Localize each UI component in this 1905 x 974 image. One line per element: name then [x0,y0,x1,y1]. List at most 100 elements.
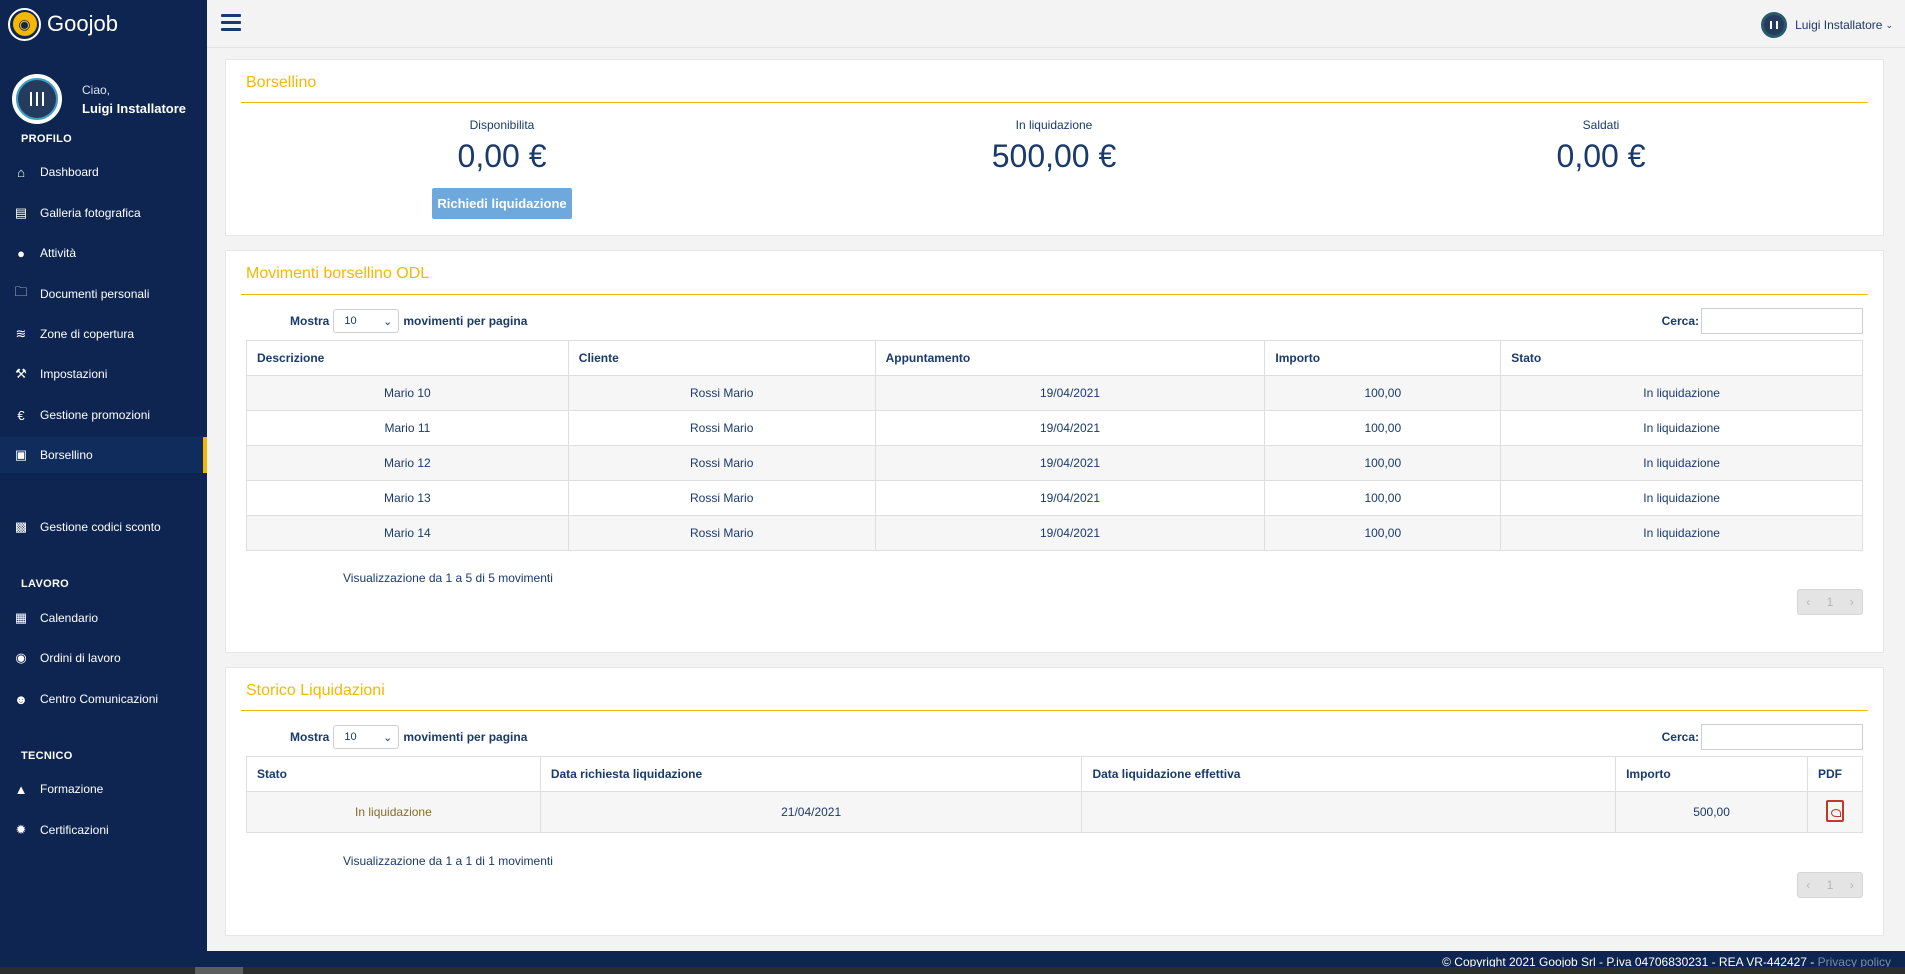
sidebar-item-attivita[interactable]: ● Attività [0,235,207,271]
sidebar-item-codici-sconto[interactable]: ▩ Gestione codici sconto [0,509,207,545]
sidebar-item-zone[interactable]: ≋ Zone di copertura [0,316,207,352]
sidebar-item-label: Formazione [40,782,104,796]
movimenti-panel: Movimenti borsellino ODL Mostra 10 ⌄ mov… [225,250,1884,653]
sidebar-item-documenti[interactable]: 🗀 Documenti personali [0,276,207,312]
table-info: Visualizzazione da 1 a 5 di 5 movimenti [343,571,553,585]
column-header[interactable]: Stato [246,756,541,792]
hamburger-menu-icon[interactable] [221,14,241,31]
stat-value: 0,00 € [457,138,547,174]
money-icon: ▩ [14,519,28,534]
brand-name: Goojob [47,11,118,36]
cell-descrizione: Mario 10 [246,375,569,411]
stat-label: Disponibilita [469,118,535,132]
cell-data-richiesta: 21/04/2021 [539,791,1083,833]
stat-saldati: Saldati 0,00 € [1451,118,1751,175]
taskbar-tab[interactable] [195,967,243,974]
column-header[interactable]: Importo [1264,340,1502,376]
sidebar-item-dashboard[interactable]: ⌂ Dashboard [0,154,207,190]
cell-cliente: Rossi Mario [567,515,876,551]
richiedi-liquidazione-button[interactable]: Richiedi liquidazione [432,188,572,219]
graduation-cap-icon: ▲ [14,781,28,797]
sidebar-item-impostazioni[interactable]: ⚒ Impostazioni [0,356,207,392]
sidebar-item-ordini[interactable]: ◉ Ordini di lavoro [0,640,207,676]
taskbar-strip [0,967,1905,974]
search-input[interactable] [1701,308,1863,334]
sidebar-item-promozioni[interactable]: € Gestione promozioni [0,397,207,433]
chevron-right-icon[interactable]: › [1849,595,1854,609]
page-number[interactable]: 1 [1826,878,1834,892]
sidebar-item-label: Centro Comunicazioni [40,692,159,706]
column-header[interactable]: Appuntamento [874,340,1266,376]
cell-descrizione: Mario 12 [246,445,569,481]
chevron-left-icon[interactable]: ‹ [1806,878,1811,892]
chevron-down-icon: ⌄ [383,315,393,328]
cell-importo: 100,00 [1264,375,1502,411]
sidebar-item-label: Zone di copertura [40,327,135,341]
chevron-down-icon: ⌄ [1885,19,1893,30]
sidebar-item-calendario[interactable]: ▦ Calendario [0,600,207,636]
column-header[interactable]: Data richiesta liquidazione [539,756,1083,792]
user-name: Luigi Installatore [82,100,187,116]
table-row[interactable]: In liquidazione 21/04/2021 500,00 [246,791,1864,833]
privacy-policy-link[interactable]: Privacy policy [1817,955,1891,969]
table-info: Visualizzazione da 1 a 1 di 1 movimenti [343,854,553,868]
sidebar-item-label: Attività [40,246,77,260]
storico-table: Stato Data richiesta liquidazione Data l… [246,756,1864,833]
table-row[interactable]: Mario 11 Rossi Mario 19/04/2021 100,00 I… [246,410,1863,446]
per-page-value: 10 [344,731,357,743]
sidebar-item-certificazioni[interactable]: ✹ Certificazioni [0,812,207,848]
sidebar-item-comunicazioni[interactable]: ☻ Centro Comunicazioni [0,681,207,717]
stat-label: In liquidazione [1015,118,1093,132]
sidebar-item-label: Documenti personali [40,287,150,301]
table-row[interactable]: Mario 10 Rossi Mario 19/04/2021 100,00 I… [246,375,1863,411]
storico-panel: Storico Liquidazioni Mostra 10 ⌄ movimen… [225,667,1884,936]
wallet-title: Borsellino [246,74,317,91]
column-header[interactable]: Stato [1500,340,1863,376]
wallet-panel: Borsellino Disponibilita 0,00 € Richiedi… [225,59,1884,236]
wifi-icon: ≋ [15,326,27,341]
goojob-logo-icon: ◉ [8,7,41,41]
pdf-icon[interactable] [1825,799,1844,822]
cell-stato: In liquidazione [1500,515,1863,551]
table-row[interactable]: Mario 13 Rossi Mario 19/04/2021 100,00 I… [246,480,1863,516]
page-number[interactable]: 1 [1826,595,1834,609]
sidebar-item-label: Dashboard [40,165,99,179]
chevron-right-icon[interactable]: › [1849,878,1854,892]
cell-pdf [1806,791,1864,833]
cell-appuntamento: 19/04/2021 [874,515,1266,551]
sidebar-item-galleria[interactable]: ▤ Galleria fotografica [0,195,207,231]
cell-appuntamento: 19/04/2021 [874,480,1266,516]
column-header[interactable]: Descrizione [246,340,569,376]
sidebar-item-label: Calendario [40,611,99,625]
sidebar-item-label: Impostazioni [40,367,108,381]
sidebar-item-borsellino[interactable]: ▣ Borsellino [0,437,207,473]
column-header[interactable]: Importo [1615,756,1808,792]
footer-copyright: © Copyright 2021 Goojob Srl - P.iva 0470… [1442,955,1818,969]
column-header[interactable]: Cliente [567,340,876,376]
search-input[interactable] [1701,724,1863,750]
column-header[interactable]: Data liquidazione effettiva [1081,756,1617,792]
per-page-suffix: movimenti per pagina [403,730,528,744]
table-row[interactable]: Mario 12 Rossi Mario 19/04/2021 100,00 I… [246,445,1863,481]
cell-stato: In liquidazione [1500,480,1863,516]
user-menu[interactable]: Luigi Installatore ⌄ [1761,12,1893,38]
user-box: Ciao, Luigi Installatore [0,48,207,130]
brand[interactable]: ◉ Goojob [0,0,207,48]
table-row[interactable]: Mario 14 Rossi Mario 19/04/2021 100,00 I… [246,515,1863,551]
column-header[interactable]: PDF [1806,756,1864,792]
show-label: Mostra [290,730,330,744]
sidebar-item-label: Gestione codici sconto [40,520,161,534]
length-control: Mostra 10 ⌄ movimenti per pagina [290,309,527,333]
chevron-left-icon[interactable]: ‹ [1806,595,1811,609]
per-page-select[interactable]: 10 ⌄ [333,309,400,333]
sidebar-item-label: Certificazioni [40,823,109,837]
sidebar: ◉ Goojob Ciao, Luigi Installatore PROFIL… [0,0,207,962]
section-lavoro: LAVORO [21,578,70,590]
search-control: Cerca: [1662,724,1863,750]
user-icon: ● [17,245,25,261]
cell-cliente: Rossi Mario [567,445,876,481]
sidebar-item-formazione[interactable]: ▲ Formazione [0,771,207,807]
certificate-icon: ✹ [15,822,27,837]
per-page-select[interactable]: 10 ⌄ [333,725,400,749]
cell-cliente: Rossi Mario [567,480,876,516]
